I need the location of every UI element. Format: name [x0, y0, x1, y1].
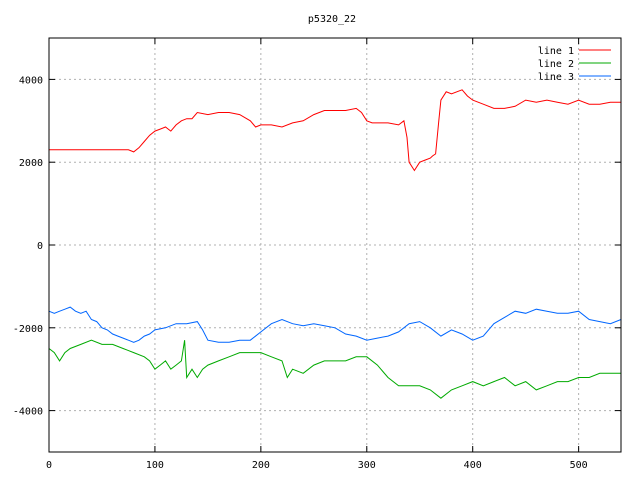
x-tick-label: 500: [570, 460, 588, 471]
series-line-1: [49, 89, 621, 172]
y-tick-label: 4000: [19, 75, 43, 86]
gridlines: [49, 38, 621, 452]
legend-label-1: line 1: [538, 46, 574, 57]
axis-ticks: 0 100 200 300 400 500 4000 2000 0 -2000 -4000: [13, 38, 621, 471]
x-tick-label: 300: [358, 460, 376, 471]
legend: line 1 line 2 line 3: [538, 46, 611, 83]
y-tick-label: -2000: [13, 324, 43, 335]
y-tick-label: 0: [37, 241, 43, 252]
chart-title: p5320_22: [308, 14, 356, 25]
x-tick-label: 100: [146, 460, 164, 471]
series-line-2: [48, 339, 621, 399]
x-tick-label: 200: [252, 460, 270, 471]
series-line-3: [48, 306, 622, 343]
y-tick-label: -4000: [13, 407, 43, 418]
x-tick-label: 0: [46, 460, 52, 471]
x-tick-label: 400: [464, 460, 482, 471]
y-tick-label: 2000: [19, 158, 43, 169]
series-lines: [48, 89, 622, 399]
legend-label-2: line 2: [538, 59, 574, 70]
legend-label-3: line 3: [538, 72, 574, 83]
